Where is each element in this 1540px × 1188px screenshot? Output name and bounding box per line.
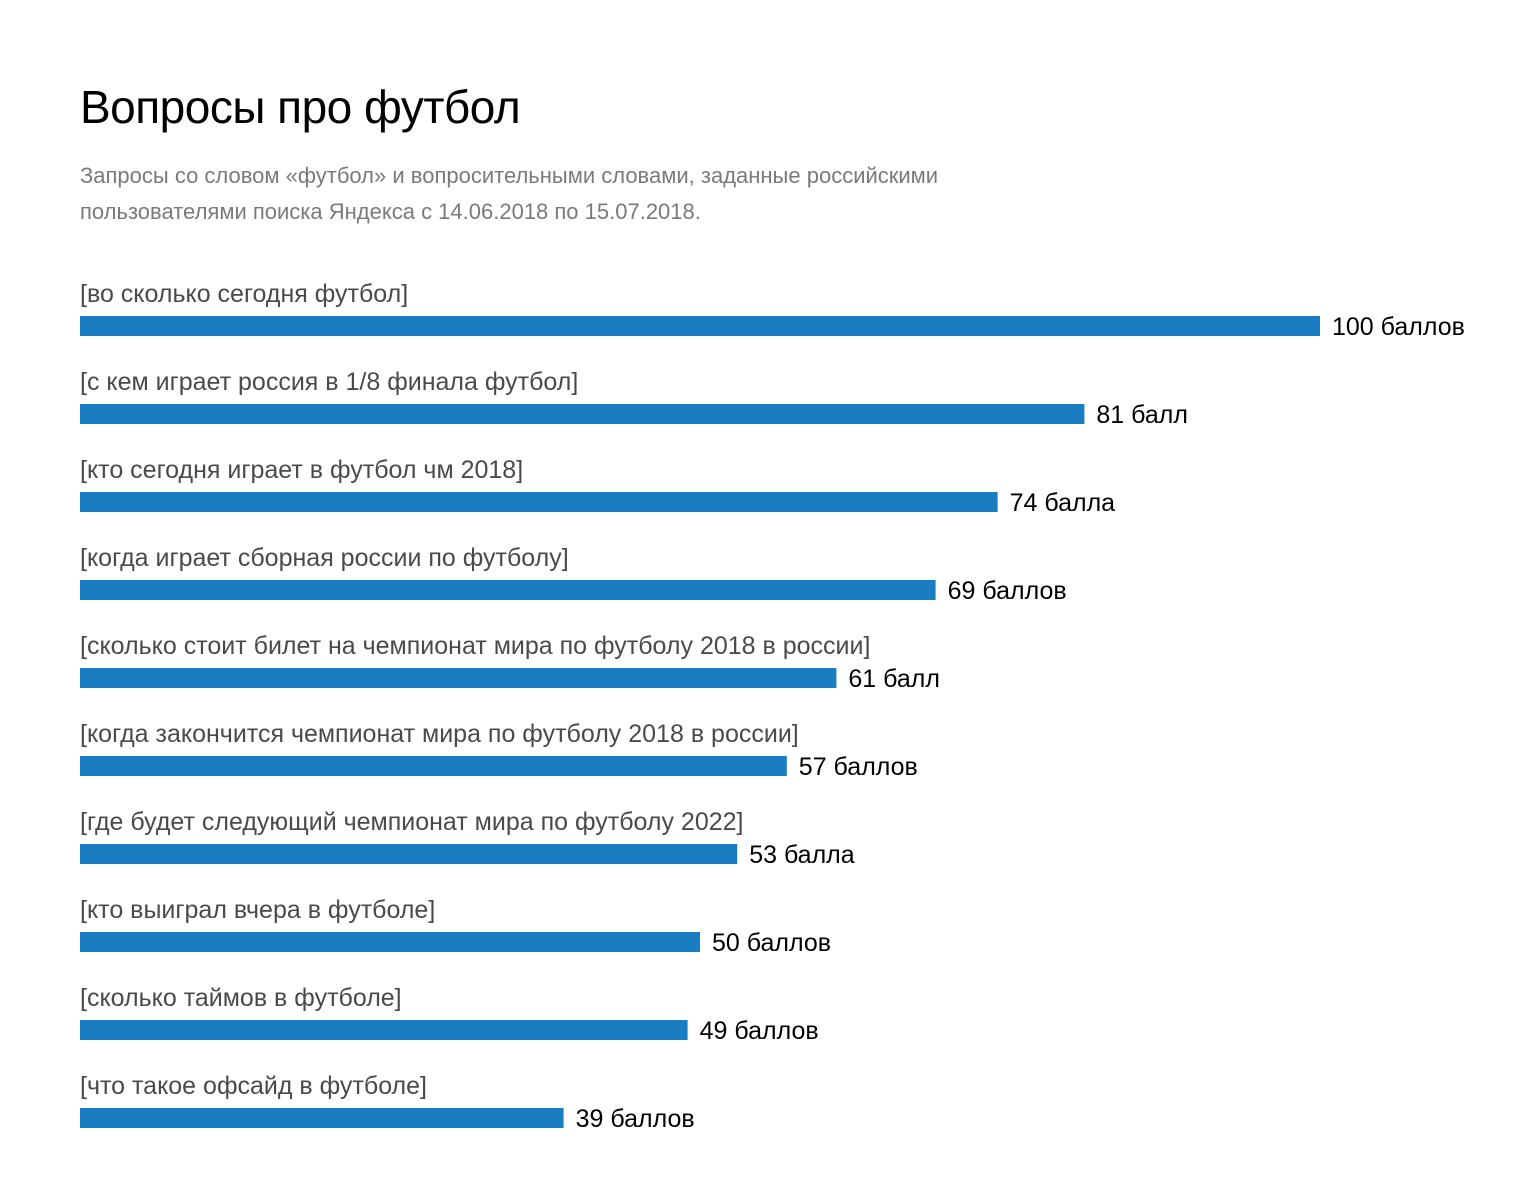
value-label: 50 баллов <box>712 929 831 957</box>
value-label: 69 баллов <box>948 577 1067 605</box>
value-label: 39 баллов <box>576 1105 695 1133</box>
bar <box>80 492 998 512</box>
bar <box>80 580 936 600</box>
category-label: [кто сегодня играет в футбол чм 2018] <box>80 456 523 484</box>
category-label: [во сколько сегодня футбол] <box>80 280 408 308</box>
category-label: [сколько таймов в футболе] <box>80 984 402 1012</box>
category-label: [где будет следующий чемпионат мира по ф… <box>80 808 743 836</box>
category-label: [с кем играет россия в 1/8 финала футбол… <box>80 368 578 396</box>
chart-title: Вопросы про футбол <box>80 81 521 133</box>
value-label: 74 балла <box>1010 489 1116 517</box>
category-label: [кто выиграл вчера в футболе] <box>80 896 435 924</box>
value-label: 61 балл <box>848 665 940 693</box>
value-label: 100 баллов <box>1332 313 1465 341</box>
category-label: [когда закончится чемпионат мира по футб… <box>80 720 799 748</box>
bar <box>80 844 738 864</box>
bar <box>80 1108 564 1128</box>
bar <box>80 404 1085 424</box>
bar <box>80 756 787 776</box>
value-label: 53 балла <box>749 841 855 869</box>
category-label: [когда играет сборная россии по футболу] <box>80 544 569 572</box>
bar <box>80 316 1320 336</box>
bar <box>80 668 837 688</box>
chart-subtitle: Запросы со словом «футбол» и вопроситель… <box>80 163 939 224</box>
category-label: [сколько стоит билет на чемпионат мира п… <box>80 632 870 660</box>
category-label: [что такое офсайд в футболе] <box>80 1072 427 1100</box>
value-label: 49 баллов <box>700 1017 819 1045</box>
value-label: 81 балл <box>1096 401 1188 429</box>
value-label: 57 баллов <box>799 753 918 781</box>
bar <box>80 1020 688 1040</box>
bar <box>80 932 700 952</box>
